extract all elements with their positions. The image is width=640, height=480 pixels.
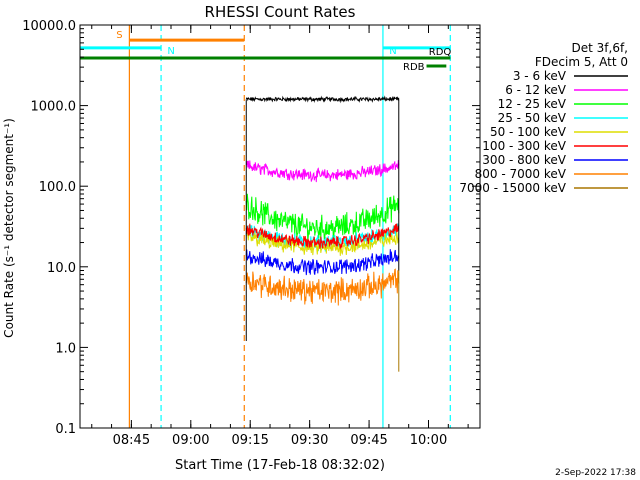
x-tick-label: 09:45: [350, 433, 387, 448]
plot-area: S N N RDQ RDB: [80, 25, 451, 428]
legend-label: 25 - 50 keV: [498, 111, 567, 125]
chart-title: RHESSI Count Rates: [205, 3, 356, 21]
y-tick-label: 0.1: [55, 422, 76, 437]
x-tick-label: 09:00: [172, 433, 209, 448]
x-tick-label: 10:00: [410, 433, 447, 448]
y-tick-label: 100.0: [39, 180, 76, 195]
footer-timestamp: 2-Sep-2022 17:38: [555, 468, 636, 478]
y-tick-label: 1.0: [55, 341, 76, 356]
flag-label: S: [116, 30, 122, 41]
legend-label: 6 - 12 keV: [505, 83, 567, 97]
legend-label: 3 - 6 keV: [513, 69, 567, 83]
series-trace: [245, 193, 400, 243]
y-tick-label: 10000.0: [22, 19, 76, 34]
x-tick-label: 09:15: [231, 433, 268, 448]
series-trace: [245, 268, 400, 306]
legend-label: 800 - 7000 keV: [475, 167, 567, 181]
y-tick-label: 10.0: [47, 261, 76, 276]
legend-header-line: FDecim 5, Att 0: [535, 55, 628, 69]
legend-label: 100 - 300 keV: [482, 139, 566, 153]
legend-label: 300 - 800 keV: [482, 153, 566, 167]
flag-label: N: [167, 46, 174, 57]
legend-label: 7000 - 15000 keV: [459, 181, 566, 195]
legend-label: 12 - 25 keV: [498, 97, 567, 111]
y-tick-label: 1000.0: [31, 100, 77, 115]
x-tick-label: 09:30: [291, 433, 328, 448]
series-trace: [246, 230, 400, 256]
flag-label: RDB: [403, 62, 425, 73]
y-axis-label: Count Rate (s⁻¹ detector segment⁻¹): [2, 118, 16, 338]
series-trace: [245, 160, 400, 183]
series-trace: [245, 249, 400, 276]
series-trace: [245, 95, 400, 104]
legend-header: Det 3f,6f,FDecim 5, Att 0: [535, 41, 628, 69]
y-axis: 0.1 1.0 10.0 100.0 1000.0 10000.0: [22, 19, 480, 437]
x-axis-label: Start Time (17-Feb-18 08:32:02): [175, 458, 385, 473]
flag-label: N: [389, 46, 396, 57]
legend-header-line: Det 3f,6f,: [572, 41, 629, 55]
flag-label: RDQ: [429, 47, 452, 58]
legend-label: 50 - 100 keV: [490, 125, 567, 139]
series-trace: [245, 223, 400, 250]
x-axis: 08:45 09:00 09:15 09:30 09:45 10:00: [91, 25, 469, 448]
x-tick-label: 08:45: [113, 433, 150, 448]
plot-frame: [79, 24, 481, 429]
